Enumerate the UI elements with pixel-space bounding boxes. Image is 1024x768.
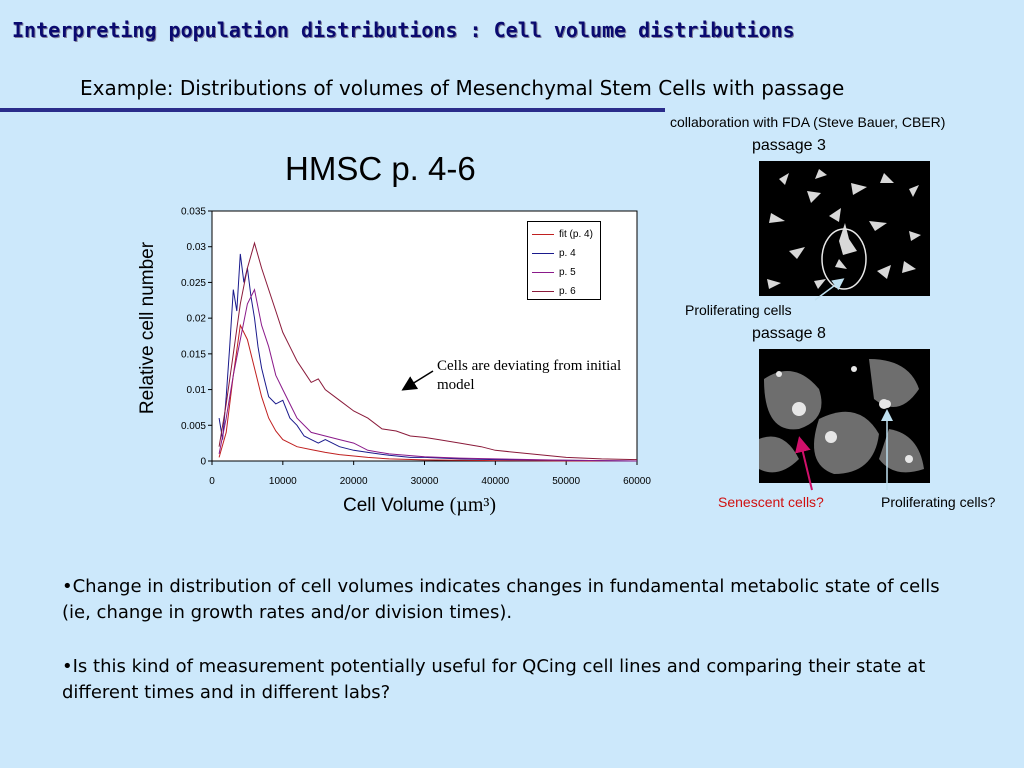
x-tick-label: 30000 <box>411 476 439 487</box>
x-tick-label: 50000 <box>552 476 580 487</box>
legend-item: p. 6 <box>532 284 576 298</box>
proliferating-cells-question-label: Proliferating cells? <box>881 494 996 510</box>
series-line-p-6 <box>218 241 638 461</box>
legend-label: p. 5 <box>559 266 576 278</box>
series-line-p-5 <box>218 288 638 462</box>
x-axis-label-text: Cell Volume <box>343 495 445 516</box>
legend-swatch-p6 <box>532 290 554 292</box>
legend-item: p. 4 <box>532 246 576 260</box>
x-tick-label: 0 <box>209 476 215 487</box>
y-tick-label: 0 <box>200 457 206 468</box>
legend-label: p. 6 <box>559 285 576 297</box>
legend-swatch-p5 <box>532 271 554 273</box>
x-tick-label: 60000 <box>623 476 651 487</box>
series-line-fit-p-4- <box>218 323 637 462</box>
y-axis-label: Relative cell number <box>137 241 158 415</box>
y-tick-label: 0.035 <box>181 207 206 218</box>
legend-label: fit (p. 4) <box>559 228 593 240</box>
y-tick-label: 0.025 <box>181 278 206 289</box>
slide-subtitle: Example: Distributions of volumes of Mes… <box>80 76 845 100</box>
y-tick-label: 0.015 <box>181 349 206 360</box>
passage-3-micrograph <box>759 161 930 296</box>
legend-swatch-fit <box>532 233 554 235</box>
title-divider <box>0 108 665 112</box>
slide-title: Interpreting population distributions : … <box>12 18 795 42</box>
chart-title: HMSC p. 4-6 <box>285 150 476 187</box>
x-tick-label: 40000 <box>481 476 509 487</box>
passage-8-micrograph <box>759 349 930 483</box>
y-tick-label: 0.03 <box>187 242 207 253</box>
legend-swatch-p4 <box>532 252 554 254</box>
x-axis-label: Cell Volume (µm³) <box>343 494 496 517</box>
passage-3-caption: passage 3 <box>752 137 826 154</box>
chart-annotation: Cells are deviating from initial model <box>437 358 622 393</box>
chart-legend: fit (p. 4) p. 4 p. 5 p. 6 <box>527 221 601 300</box>
y-tick-label: 0.005 <box>181 421 206 432</box>
y-tick-label: 0.02 <box>187 314 207 325</box>
credit-note: collaboration with FDA (Steve Bauer, CBE… <box>670 114 946 130</box>
x-axis-unit: (µm³) <box>449 494 497 516</box>
legend-item: p. 5 <box>532 265 576 279</box>
x-tick-label: 20000 <box>340 476 368 487</box>
proliferating-cells-label: Proliferating cells <box>685 302 792 318</box>
bullet-list: •Change in distribution of cell volumes … <box>62 574 962 734</box>
y-tick-label: 0.01 <box>187 385 207 396</box>
senescent-cells-label: Senescent cells? <box>718 494 824 510</box>
series-line-p-4 <box>218 253 638 462</box>
x-tick-label: 10000 <box>269 476 297 487</box>
bullet-item: •Change in distribution of cell volumes … <box>62 576 940 623</box>
legend-item: fit (p. 4) <box>532 227 593 241</box>
legend-label: p. 4 <box>559 247 576 259</box>
bullet-item: •Is this kind of measurement potentially… <box>62 656 926 703</box>
passage-8-caption: passage 8 <box>752 325 826 342</box>
